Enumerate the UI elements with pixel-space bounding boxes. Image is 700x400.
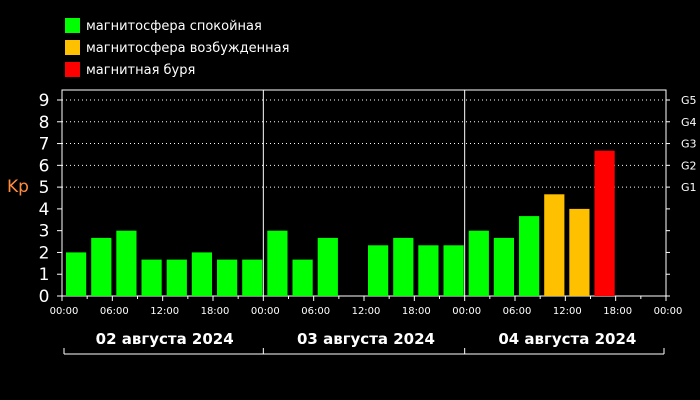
bar (66, 252, 87, 296)
legend-label-quiet: магнитосфера спокойная (86, 19, 262, 34)
legend: магнитосфера спокойная магнитосфера возбу… (65, 18, 289, 78)
right-axis-label-g3: G3 (681, 138, 697, 151)
y-tick-label-2: 2 (39, 243, 50, 263)
bar (393, 237, 414, 296)
x-tick-label: 06:00 (100, 306, 129, 317)
x-tick-label: 18:00 (603, 306, 632, 317)
bar (519, 216, 540, 296)
bar (594, 150, 615, 296)
x-tick-label: 12:00 (150, 306, 179, 317)
right-axis-label-g1: G1 (681, 181, 697, 194)
bar (267, 230, 288, 296)
y-tick-label-3: 3 (39, 222, 50, 242)
y-tick-label-1: 1 (39, 265, 50, 285)
day-label: 03 августа 2024 (297, 330, 435, 348)
bar (317, 237, 338, 296)
right-axis-label-g4: G4 (681, 116, 697, 129)
x-tick-label: 06:00 (301, 306, 330, 317)
y-tick-label-7: 7 (39, 135, 50, 155)
legend-swatch-active (65, 40, 80, 55)
x-tick-label: 00:00 (50, 306, 79, 317)
bar (368, 245, 389, 296)
y-tick-label-6: 6 (39, 156, 50, 176)
x-tick-label: 18:00 (402, 306, 431, 317)
legend-swatch-quiet (65, 18, 80, 33)
y-tick-label-9: 9 (39, 91, 50, 111)
legend-label-active: магнитосфера возбужденная (86, 41, 289, 56)
y-axis-label: Kp (7, 177, 29, 197)
bar (544, 194, 565, 296)
x-tick-label: 00:00 (251, 306, 280, 317)
bar (191, 252, 212, 296)
bar (468, 230, 489, 296)
bar (418, 245, 439, 296)
y-tick-label-4: 4 (39, 200, 50, 220)
bar (91, 237, 112, 296)
bar (292, 259, 313, 296)
bar (141, 259, 162, 296)
y-tick-label-8: 8 (39, 113, 50, 133)
bar (443, 245, 464, 296)
x-tick-label: 00:00 (654, 306, 683, 317)
right-axis-label-g2: G2 (681, 159, 697, 172)
bar (569, 208, 590, 296)
x-tick-label: 12:00 (352, 306, 381, 317)
right-axis-label-g5: G5 (681, 94, 697, 107)
x-tick-label: 18:00 (201, 306, 230, 317)
bar (242, 259, 263, 296)
y-tick-label-0: 0 (39, 287, 50, 307)
x-tick-label: 12:00 (553, 306, 582, 317)
bar (217, 259, 238, 296)
x-tick-label: 06:00 (503, 306, 532, 317)
day-label: 02 августа 2024 (96, 330, 234, 348)
y-tick-label-5: 5 (39, 178, 50, 198)
bar (493, 237, 514, 296)
legend-label-storm: магнитная буря (86, 63, 195, 78)
day-label: 04 августа 2024 (498, 330, 636, 348)
bar (116, 230, 137, 296)
x-tick-label: 00:00 (452, 306, 481, 317)
bar (166, 259, 187, 296)
legend-swatch-storm (65, 62, 80, 77)
